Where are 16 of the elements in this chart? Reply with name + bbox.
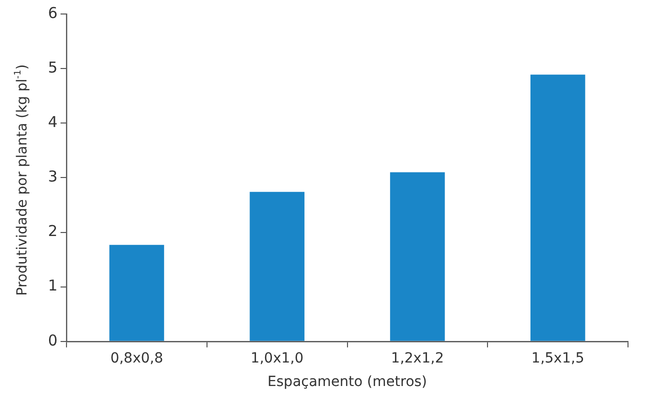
x-tick-label: 1,5x1,5 [531,350,584,366]
y-tick-label: 5 [48,58,58,76]
y-tick-label: 0 [48,331,58,350]
bar [390,172,445,341]
bar [530,74,586,341]
y-tick-label: 4 [48,113,58,132]
x-tick-label: 1,0x1,0 [250,350,304,366]
bar [109,244,164,341]
x-tick-label: 1,2x1,2 [391,350,444,366]
bar [250,192,304,341]
y-tick-label: 2 [48,222,58,240]
x-axis-title: Espaçamento (metros) [268,374,428,390]
y-tick-label: 1 [48,276,58,295]
y-tick-label: 6 [48,4,58,22]
x-tick-label: 0,8x0,8 [110,350,164,366]
y-tick-label: 3 [48,168,58,186]
